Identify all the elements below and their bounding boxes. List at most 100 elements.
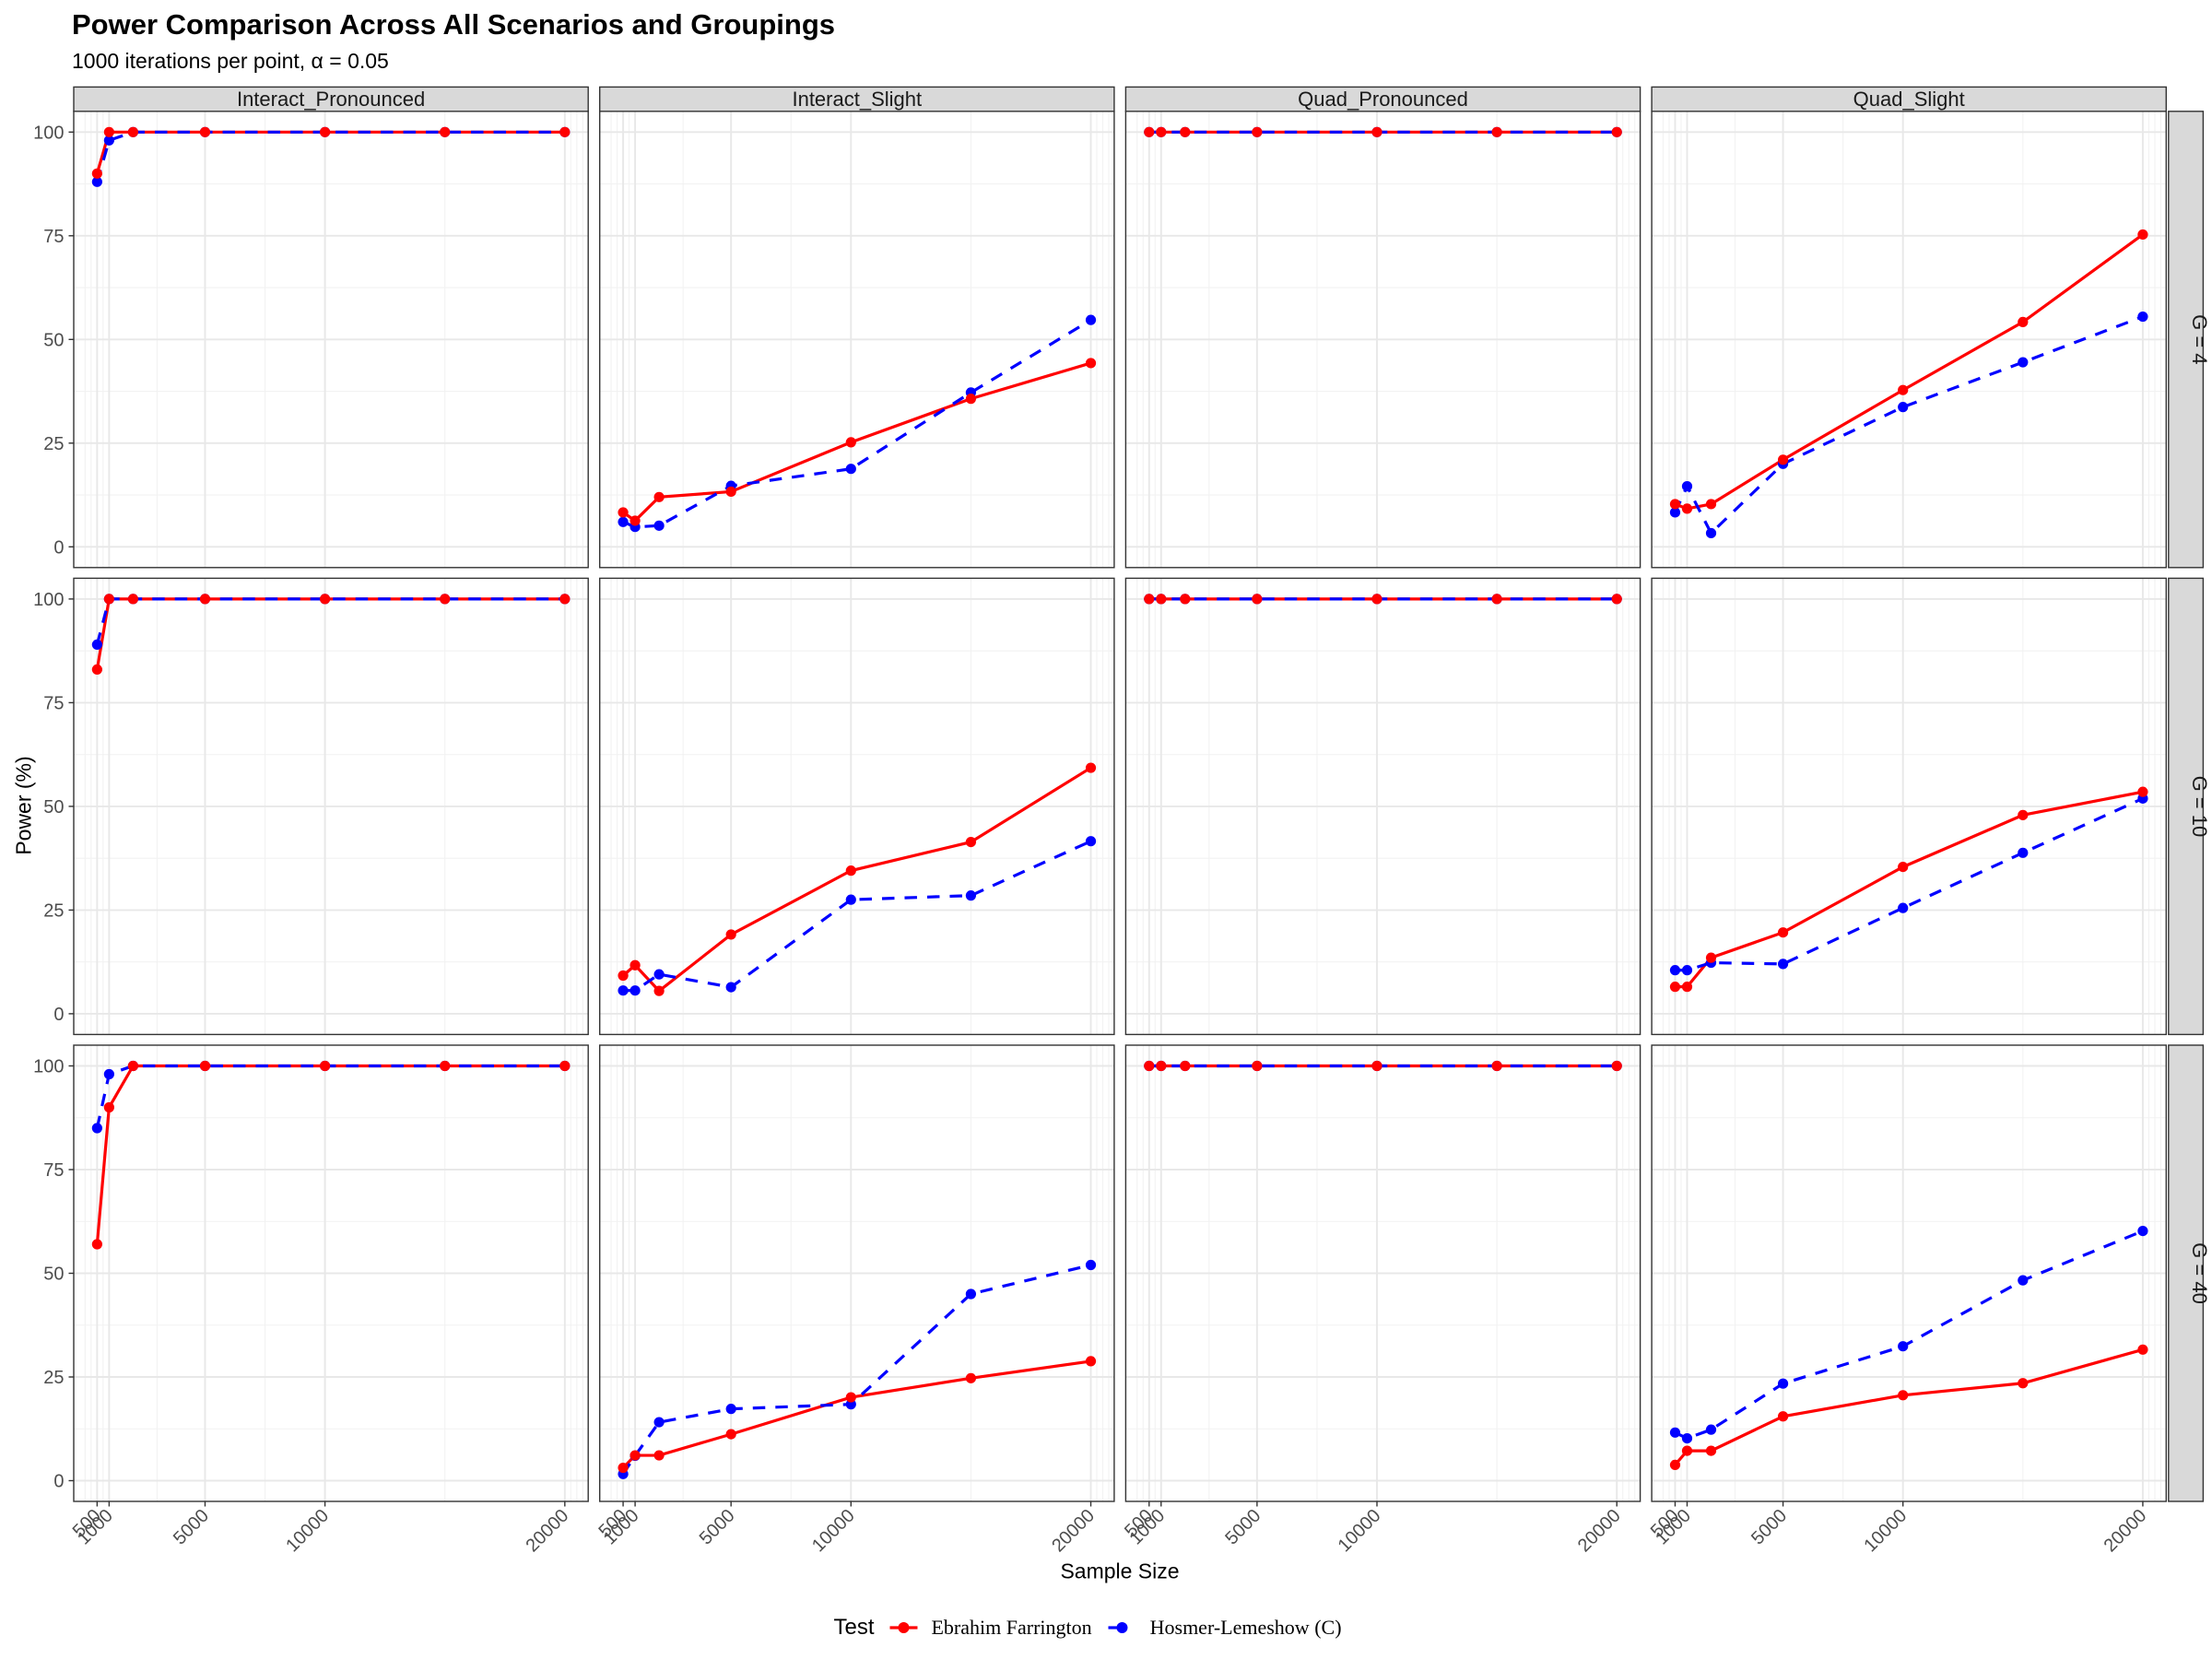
facet-row-strip: G = 10: [2168, 577, 2211, 1036]
data-point-ebrahim-farrington: [103, 1101, 114, 1113]
data-point-ebrahim-farrington: [2137, 1344, 2148, 1355]
data-point-ebrahim-farrington: [559, 1060, 571, 1072]
panel-border: [599, 577, 1115, 1036]
data-point-ebrahim-farrington: [91, 168, 102, 179]
data-point-ebrahim-farrington: [103, 594, 114, 605]
data-point-hosmer-lemeshow: [1085, 1259, 1097, 1271]
data-point-ebrahim-farrington: [1156, 126, 1167, 137]
data-point-ebrahim-farrington: [725, 1429, 736, 1440]
data-point-ebrahim-farrington: [127, 126, 139, 137]
data-point-ebrahim-farrington: [1898, 384, 1909, 395]
data-point-hosmer-lemeshow: [629, 985, 641, 996]
facet-row-strip: G = 4: [2168, 111, 2211, 569]
data-point-hosmer-lemeshow: [1085, 314, 1097, 325]
data-point-ebrahim-farrington: [1705, 1445, 1717, 1456]
chart-subtitle: 1000 iterations per point, α = 0.05: [72, 49, 389, 73]
data-point-hosmer-lemeshow: [1705, 527, 1717, 539]
data-point-ebrahim-farrington: [127, 594, 139, 605]
data-point-hosmer-lemeshow: [1898, 902, 1909, 913]
y-axis-tick-label: 75: [43, 227, 64, 247]
data-point-ebrahim-farrington: [1611, 126, 1622, 137]
facet-column-strip-label: Quad_Slight: [1853, 88, 1965, 111]
data-point-ebrahim-farrington: [1669, 499, 1681, 510]
data-point-ebrahim-farrington: [199, 126, 211, 137]
y-axis-tick-label: 50: [43, 1265, 64, 1285]
data-point-ebrahim-farrington: [845, 437, 856, 448]
data-point-ebrahim-farrington: [559, 126, 571, 137]
data-point-ebrahim-farrington: [1611, 594, 1622, 605]
facet-column-strip: Interact_Pronounced: [73, 86, 589, 112]
data-point-ebrahim-farrington: [440, 594, 451, 605]
data-point-ebrahim-farrington: [725, 929, 736, 940]
x-axis-tick-label: 1000: [600, 1505, 643, 1548]
y-axis-tick-label: 50: [43, 330, 64, 350]
data-point-hosmer-lemeshow: [653, 969, 665, 980]
data-point-hosmer-lemeshow: [618, 516, 629, 527]
y-axis-tick-label: 25: [43, 434, 64, 454]
data-point-hosmer-lemeshow: [618, 985, 629, 996]
data-point-ebrahim-farrington: [1371, 1060, 1382, 1072]
x-axis-tick-label: 5000: [1221, 1505, 1265, 1548]
data-point-hosmer-lemeshow: [725, 1404, 736, 1415]
x-axis-tick-label: 1000: [1125, 1505, 1169, 1548]
panel-G=10-Interact_Pronounced: 0 25 50 75 100: [33, 577, 589, 1036]
data-point-ebrahim-farrington: [1144, 126, 1155, 137]
data-point-ebrahim-farrington: [618, 970, 629, 982]
data-point-ebrahim-farrington: [618, 507, 629, 518]
data-point-hosmer-lemeshow: [1085, 836, 1097, 847]
data-point-hosmer-lemeshow: [1777, 959, 1789, 970]
data-point-ebrahim-farrington: [1252, 126, 1263, 137]
x-axis-tick-label: 5000: [696, 1505, 739, 1548]
facet-row-strip-background: [2168, 1044, 2205, 1502]
data-point-ebrahim-farrington: [1898, 1390, 1909, 1401]
y-axis-tick-label: 75: [43, 693, 64, 713]
facet-column-strip: Quad_Slight: [1651, 86, 2167, 112]
data-point-hosmer-lemeshow: [2137, 1226, 2148, 1237]
data-point-ebrahim-farrington: [1681, 503, 1693, 514]
data-point-ebrahim-farrington: [2018, 1378, 2029, 1389]
data-point-ebrahim-farrington: [629, 1450, 641, 1461]
facet-row-strip-label: G = 4: [2188, 314, 2211, 364]
data-point-ebrahim-farrington: [1180, 126, 1191, 137]
panel-border: [1124, 577, 1641, 1036]
data-point-ebrahim-farrington: [319, 594, 331, 605]
data-point-ebrahim-farrington: [1777, 927, 1789, 938]
data-point-hosmer-lemeshow: [1669, 965, 1681, 976]
data-point-hosmer-lemeshow: [1681, 965, 1693, 976]
data-point-ebrahim-farrington: [1669, 1459, 1681, 1470]
data-point-hosmer-lemeshow: [1898, 1341, 1909, 1352]
y-axis-tick-label: 50: [43, 797, 64, 818]
legend-item-label: Ebrahim Farrington: [931, 1616, 1092, 1639]
data-point-ebrahim-farrington: [965, 394, 977, 405]
chart-title: Power Comparison Across All Scenarios an…: [72, 8, 835, 41]
data-point-hosmer-lemeshow: [1669, 507, 1681, 518]
data-point-hosmer-lemeshow: [103, 135, 114, 146]
x-axis-tick-label: 5000: [170, 1505, 213, 1548]
legend-item-hosmer-lemeshow: Hosmer-Lemeshow (C): [1108, 1616, 1342, 1640]
y-axis-tick-label: 100: [33, 590, 64, 610]
data-point-ebrahim-farrington: [2018, 316, 2029, 327]
data-point-ebrahim-farrington: [1371, 126, 1382, 137]
data-point-ebrahim-farrington: [653, 491, 665, 502]
facet-column-strip-background: [1651, 86, 2167, 112]
data-point-ebrahim-farrington: [629, 959, 641, 971]
panel-G=4-Interact_Pronounced: 0 25 50 75 100: [33, 111, 589, 569]
y-axis-tick-label: 100: [33, 123, 64, 143]
facet-row-strip-background: [2168, 577, 2205, 1036]
data-point-hosmer-lemeshow: [91, 1123, 102, 1134]
data-point-hosmer-lemeshow: [1777, 1378, 1789, 1389]
y-axis-tick-label: 25: [43, 900, 64, 921]
data-point-ebrahim-farrington: [653, 1450, 665, 1461]
x-axis-title: Sample Size: [1060, 1559, 1180, 1583]
legend-key-point: [898, 1622, 910, 1633]
data-point-hosmer-lemeshow: [2137, 311, 2148, 323]
data-point-ebrahim-farrington: [845, 1392, 856, 1403]
x-axis-tick-label: 10000: [282, 1505, 333, 1556]
panel-border: [1124, 1044, 1641, 1502]
data-point-hosmer-lemeshow: [845, 1399, 856, 1410]
x-axis-tick-label: 20000: [1048, 1505, 1099, 1556]
